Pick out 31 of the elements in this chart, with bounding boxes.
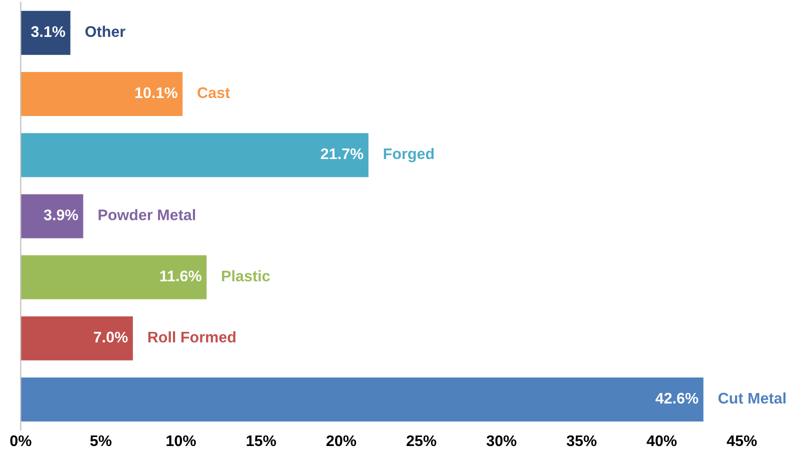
x-tick-label: 30%	[486, 435, 516, 446]
data-label: 11.6%	[160, 270, 202, 282]
y-tick-label: Plastic	[222, 270, 270, 282]
y-tick-label: Powder Metal	[98, 209, 196, 220]
data-label: 7.0%	[94, 332, 128, 342]
x-tick-label: 35%	[566, 435, 596, 446]
bar	[20, 316, 133, 360]
data-label: 3.1%	[31, 26, 66, 38]
y-tick-label: Forged	[384, 148, 434, 162]
bar	[20, 378, 704, 422]
y-tick-label: Roll Formed	[148, 331, 236, 342]
data-label: 10.1%	[135, 87, 178, 98]
x-tick-label: 40%	[646, 435, 677, 446]
x-tick-label: 10%	[166, 435, 196, 446]
bar	[20, 255, 207, 300]
data-label: 21.7%	[320, 148, 364, 160]
bar	[20, 72, 183, 116]
data-label: 3.9%	[44, 209, 78, 220]
y-tick-label: Cast	[198, 87, 230, 98]
bar	[20, 10, 70, 55]
x-tick-label: 5%	[90, 435, 112, 446]
x-tick-label: 0%	[10, 435, 32, 446]
bar	[20, 133, 368, 178]
y-tick-label: Cut Metal	[718, 392, 786, 404]
x-tick-label: 45%	[726, 435, 757, 446]
data-label: 42.6%	[656, 392, 698, 404]
x-tick-label: 15%	[246, 435, 276, 446]
x-tick-label: 20%	[326, 435, 356, 446]
y-tick-label: Other	[85, 26, 126, 37]
bar	[20, 194, 84, 238]
x-tick-label: 25%	[406, 435, 436, 446]
